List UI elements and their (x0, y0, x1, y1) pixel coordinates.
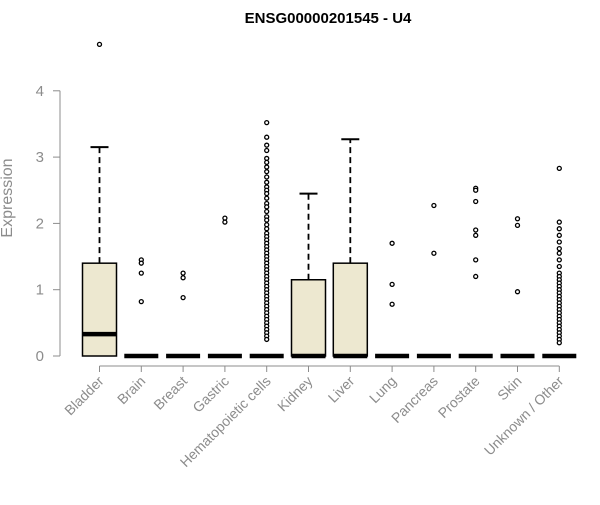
outlier-point (556, 239, 562, 245)
box-group (542, 165, 577, 359)
outlier-point (264, 195, 270, 201)
x-tick-label: Skin (494, 373, 525, 404)
y-tick-label: 2 (36, 215, 44, 232)
outlier-point (264, 336, 270, 343)
outlier-point (264, 134, 270, 140)
outlier-point (138, 270, 144, 276)
outlier-point (473, 187, 479, 193)
outlier-point (264, 190, 270, 197)
outlier-point (389, 240, 395, 246)
box-group (416, 202, 451, 359)
outlier-point (264, 217, 270, 223)
outlier-point (180, 295, 186, 301)
outlier-point (556, 250, 562, 256)
y-axis-label: Expression (0, 158, 16, 237)
outlier-point (514, 222, 521, 229)
outlier-point (264, 179, 270, 185)
outlier-point (431, 202, 437, 209)
outlier-point (473, 227, 479, 233)
outlier-point (556, 232, 562, 238)
outlier-point (264, 142, 270, 148)
box-group (249, 119, 284, 359)
y-tick-label: 0 (36, 348, 44, 365)
box-iqr (290, 279, 327, 357)
outlier-point (556, 165, 562, 172)
x-tick-label: Unknown / Other (481, 373, 567, 459)
box-iqr (81, 262, 118, 357)
outlier-point (556, 257, 562, 263)
box-group (124, 257, 159, 359)
outlier-point (180, 270, 186, 276)
outlier-point (514, 216, 521, 222)
outlier-point (556, 219, 562, 225)
box-iqr (332, 262, 369, 357)
x-tick-label: Lung (366, 373, 399, 406)
outlier-point (264, 204, 270, 210)
outlier-point (556, 226, 562, 232)
y-tick-label: 1 (36, 282, 44, 299)
y-tick-label: 3 (36, 149, 44, 166)
x-tick-label: Bladder (61, 373, 107, 419)
outlier-point (473, 232, 479, 238)
outlier-point (138, 260, 144, 266)
outlier-point (389, 301, 395, 307)
outlier-point (264, 226, 270, 232)
chart-title: ENSG00000201545 - U4 (245, 10, 412, 27)
outlier-point (264, 169, 270, 175)
outlier-point (138, 298, 144, 305)
outlier-point (389, 281, 395, 288)
box-group (332, 138, 369, 359)
outlier-point (473, 198, 479, 205)
box-group (81, 41, 118, 357)
outlier-point (473, 273, 479, 280)
box-group (207, 215, 242, 359)
outlier-point (264, 147, 270, 154)
outlier-point (264, 208, 270, 215)
boxes-layer (81, 41, 577, 359)
outlier-point (514, 289, 521, 295)
box-group (458, 185, 493, 359)
x-tick-label: Liver (325, 373, 358, 406)
outlier-point (431, 250, 437, 256)
box-group (290, 192, 327, 359)
outlier-point (264, 174, 270, 180)
outlier-point (264, 119, 270, 126)
outlier-point (222, 219, 228, 225)
outlier-point (556, 245, 562, 252)
box-group (500, 216, 535, 359)
box-group (166, 270, 201, 359)
outlier-point (264, 159, 270, 166)
outlier-point (264, 164, 270, 170)
y-tick-label: 4 (36, 83, 44, 100)
outlier-point (556, 340, 562, 346)
x-tick-label: Brain (114, 373, 148, 407)
outlier-point (473, 257, 479, 263)
box-group (375, 240, 410, 359)
outlier-point (556, 263, 562, 270)
outlier-point (96, 41, 103, 48)
x-tick-label: Kidney (274, 373, 316, 415)
x-tick-label: Breast (150, 373, 190, 413)
x-tick-label: Prostate (435, 373, 483, 421)
outlier-point (180, 275, 186, 281)
